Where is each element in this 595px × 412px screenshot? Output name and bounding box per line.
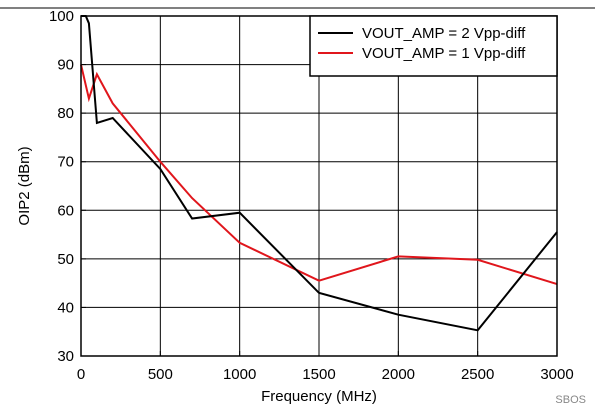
legend: VOUT_AMP = 2 Vpp-diff VOUT_AMP = 1 Vpp-di… [309, 15, 558, 77]
y-tick-label: 30 [57, 348, 74, 365]
y-tick-label: 100 [49, 8, 74, 25]
x-tick-label: 0 [77, 366, 85, 383]
y-tick-label: 40 [57, 299, 74, 316]
x-tick-label: 500 [148, 366, 173, 383]
y-tick-label: 80 [57, 105, 74, 122]
x-tick-label: 2000 [382, 366, 415, 383]
axis-ticks: 0 500 1000 1500 2000 2500 3000 30 40 50 60 70 80 90 10… [49, 8, 574, 383]
y-axis-label: OIP2 (dBm) [16, 146, 33, 225]
x-tick-label: 1000 [223, 366, 256, 383]
y-tick-label: 60 [57, 202, 74, 219]
source-tag: SBOS [555, 394, 586, 406]
y-tick-label: 50 [57, 251, 74, 268]
legend-box [309, 15, 558, 77]
data-series [80, 15, 558, 332]
series-line [81, 15, 558, 332]
y-tick-label: 90 [57, 57, 74, 74]
y-tick-label: 70 [57, 154, 74, 171]
x-tick-label: 3000 [540, 366, 573, 383]
x-axis-label: Frequency (MHz) [261, 388, 377, 405]
legend-entry-label: VOUT_AMP = 2 Vpp-diff [362, 25, 526, 42]
legend-entry-label: VOUT_AMP = 1 Vpp-diff [362, 45, 526, 62]
x-tick-label: 2500 [461, 366, 494, 383]
x-tick-label: 1500 [302, 366, 335, 383]
